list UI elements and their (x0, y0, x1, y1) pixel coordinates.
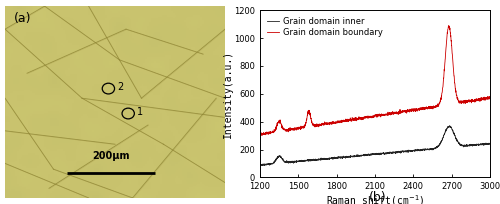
Grain domain boundary (270, 131, 276, 133)
Grain domain inner (258, 164, 264, 167)
Grain domain inner (351, 155, 357, 157)
X-axis label: Raman shift(cm$^{-1}$): Raman shift(cm$^{-1}$) (326, 193, 424, 204)
Grain domain boundary (446, 24, 452, 27)
Text: (b): (b) (368, 191, 386, 204)
Line: Grain domain boundary: Grain domain boundary (260, 26, 490, 135)
Grain domain inner (487, 142, 493, 145)
Grain domain inner (414, 148, 420, 151)
Y-axis label: Intensity(a.u.): Intensity(a.u.) (223, 50, 233, 138)
Grain domain boundary (343, 119, 349, 122)
Grain domain boundary (306, 109, 312, 112)
Grain domain inner (446, 125, 452, 127)
Grain domain inner (270, 162, 276, 164)
Grain domain boundary (487, 97, 493, 99)
Grain domain inner (257, 163, 263, 166)
Text: (a): (a) (14, 12, 32, 25)
Grain domain boundary (259, 134, 265, 137)
Legend: Grain domain inner, Grain domain boundary: Grain domain inner, Grain domain boundar… (264, 14, 386, 39)
Grain domain boundary (352, 116, 358, 119)
Grain domain boundary (257, 132, 263, 134)
Grain domain boundary (414, 108, 420, 111)
Grain domain inner (352, 155, 358, 157)
Grain domain inner (343, 156, 349, 159)
Line: Grain domain inner: Grain domain inner (260, 126, 490, 166)
Grain domain inner (306, 159, 312, 162)
Text: 200μm: 200μm (92, 151, 130, 161)
Text: 1: 1 (137, 106, 143, 117)
Grain domain boundary (351, 118, 357, 121)
Text: 2: 2 (117, 82, 123, 92)
